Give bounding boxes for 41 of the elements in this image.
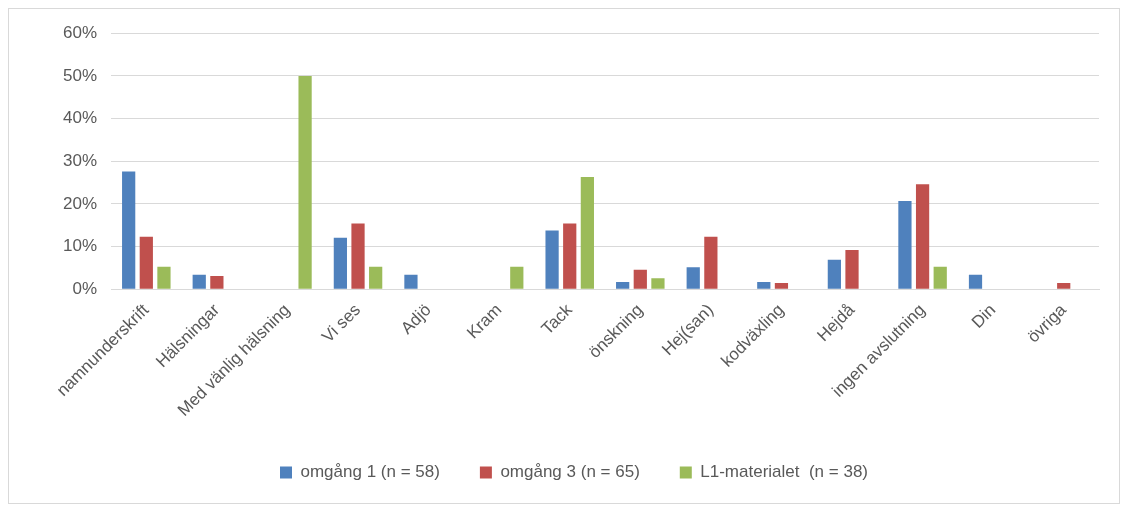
bar xyxy=(933,266,947,289)
x-tick-label: Din xyxy=(967,300,1000,332)
bar xyxy=(298,75,312,289)
y-tick-label: 40% xyxy=(62,108,98,128)
bar xyxy=(827,259,841,289)
bar xyxy=(774,282,789,289)
bar xyxy=(651,278,665,289)
y-tick-label: 0% xyxy=(72,279,98,299)
bar xyxy=(157,266,171,289)
bar xyxy=(633,269,647,289)
bar xyxy=(845,250,859,289)
bar xyxy=(333,237,347,289)
bar xyxy=(580,177,594,289)
bar xyxy=(563,223,577,289)
bar xyxy=(369,266,383,289)
bar xyxy=(968,274,983,289)
bar xyxy=(545,230,559,289)
bar xyxy=(757,282,771,289)
y-tick-label: 30% xyxy=(62,150,98,170)
bar xyxy=(351,223,365,289)
y-tick-label: 20% xyxy=(62,193,98,213)
x-tick-label: Vi ses xyxy=(318,300,365,347)
x-tick-label: Tack xyxy=(537,299,577,339)
bar xyxy=(210,276,224,289)
legend-label: L1-materialet (n = 38) xyxy=(700,462,869,482)
legend-label: omgång 3 (n = 65) xyxy=(500,462,640,482)
bar xyxy=(404,274,418,289)
y-tick-label: 60% xyxy=(62,22,98,42)
bar xyxy=(510,266,524,289)
bar xyxy=(915,184,930,289)
y-tick-label: 10% xyxy=(62,236,98,256)
bar xyxy=(616,282,630,289)
bar xyxy=(122,171,136,289)
bar xyxy=(898,200,912,289)
bar xyxy=(704,236,718,289)
bar xyxy=(1057,282,1071,289)
y-tick-label: 50% xyxy=(62,65,98,85)
bar xyxy=(686,267,700,289)
bar xyxy=(192,274,206,289)
legend-label: omgång 1 (n = 58) xyxy=(300,462,440,482)
bar xyxy=(139,236,153,289)
